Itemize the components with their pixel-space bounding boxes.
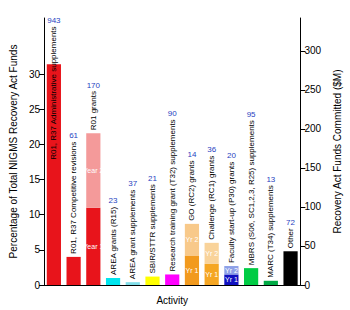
svg-text:AREA grant supplements: AREA grant supplements bbox=[128, 190, 137, 279]
svg-text:Other: Other bbox=[286, 228, 295, 248]
svg-text:MARC (T34) supplements: MARC (T34) supplements bbox=[266, 185, 275, 277]
svg-text:Research training grant (T32): Research training grant (T32) supplement… bbox=[168, 119, 177, 271]
svg-text:20: 20 bbox=[29, 139, 41, 150]
svg-text:50: 50 bbox=[304, 240, 316, 251]
svg-text:25: 25 bbox=[29, 104, 41, 115]
svg-text:14: 14 bbox=[187, 150, 196, 159]
svg-text:90: 90 bbox=[168, 109, 177, 118]
svg-text:0: 0 bbox=[34, 280, 40, 291]
svg-text:Yr 2: Yr 2 bbox=[225, 267, 238, 274]
svg-text:Challenge (RC1) grants: Challenge (RC1) grants bbox=[207, 156, 216, 240]
svg-text:150: 150 bbox=[304, 162, 321, 173]
svg-text:36: 36 bbox=[207, 145, 216, 154]
svg-text:Yr 2: Yr 2 bbox=[186, 236, 199, 243]
svg-text:170: 170 bbox=[87, 81, 101, 90]
svg-text:72: 72 bbox=[286, 218, 295, 227]
svg-text:100: 100 bbox=[304, 201, 321, 212]
svg-text:Year 1: Year 1 bbox=[83, 243, 103, 250]
svg-text:61: 61 bbox=[69, 131, 78, 140]
svg-text:Yr 1: Yr 1 bbox=[225, 276, 238, 283]
svg-text:Faculty start-up (P30) grants: Faculty start-up (P30) grants bbox=[227, 162, 236, 263]
svg-text:250: 250 bbox=[304, 84, 321, 95]
svg-text:10: 10 bbox=[29, 209, 41, 220]
svg-text:GO (RC2) grants: GO (RC2) grants bbox=[187, 160, 196, 220]
svg-text:Year 2: Year 2 bbox=[83, 167, 103, 174]
svg-text:13: 13 bbox=[266, 175, 275, 184]
svg-text:0: 0 bbox=[304, 280, 310, 291]
svg-text:21: 21 bbox=[148, 174, 157, 183]
svg-text:23: 23 bbox=[109, 196, 118, 205]
svg-text:Recovery Act Funds Committed (: Recovery Act Funds Committed ($M) bbox=[332, 70, 343, 234]
svg-text:R01, R37 Competitive revisions: R01, R37 Competitive revisions bbox=[69, 142, 78, 254]
svg-text:Activity: Activity bbox=[156, 295, 188, 306]
svg-text:30: 30 bbox=[29, 69, 41, 80]
svg-text:Yr 1: Yr 1 bbox=[186, 267, 199, 274]
svg-text:SBIR/STTR supplements: SBIR/STTR supplements bbox=[148, 184, 157, 273]
svg-text:300: 300 bbox=[304, 45, 321, 56]
svg-text:37: 37 bbox=[128, 179, 137, 188]
svg-text:943: 943 bbox=[47, 16, 61, 25]
svg-text:R01, R37 Administrative supple: R01, R37 Administrative supplements bbox=[49, 26, 58, 159]
svg-text:Yr 2: Yr 2 bbox=[205, 250, 218, 257]
svg-text:95: 95 bbox=[247, 110, 256, 119]
svg-text:R01 grants: R01 grants bbox=[89, 91, 98, 130]
svg-text:Yr 1: Yr 1 bbox=[205, 271, 218, 278]
svg-text:15: 15 bbox=[29, 174, 41, 185]
svg-text:5: 5 bbox=[34, 244, 40, 255]
svg-text:Percentage of Total NIGMS Reco: Percentage of Total NIGMS Recovery Act F… bbox=[8, 45, 19, 259]
svg-text:20: 20 bbox=[227, 151, 236, 160]
svg-text:MBRS (S06, SC1,2,3, R25) suppl: MBRS (S06, SC1,2,3, R25) supplements bbox=[247, 120, 256, 265]
svg-text:200: 200 bbox=[304, 123, 321, 134]
svg-text:AREA grants (R15): AREA grants (R15) bbox=[109, 207, 118, 275]
